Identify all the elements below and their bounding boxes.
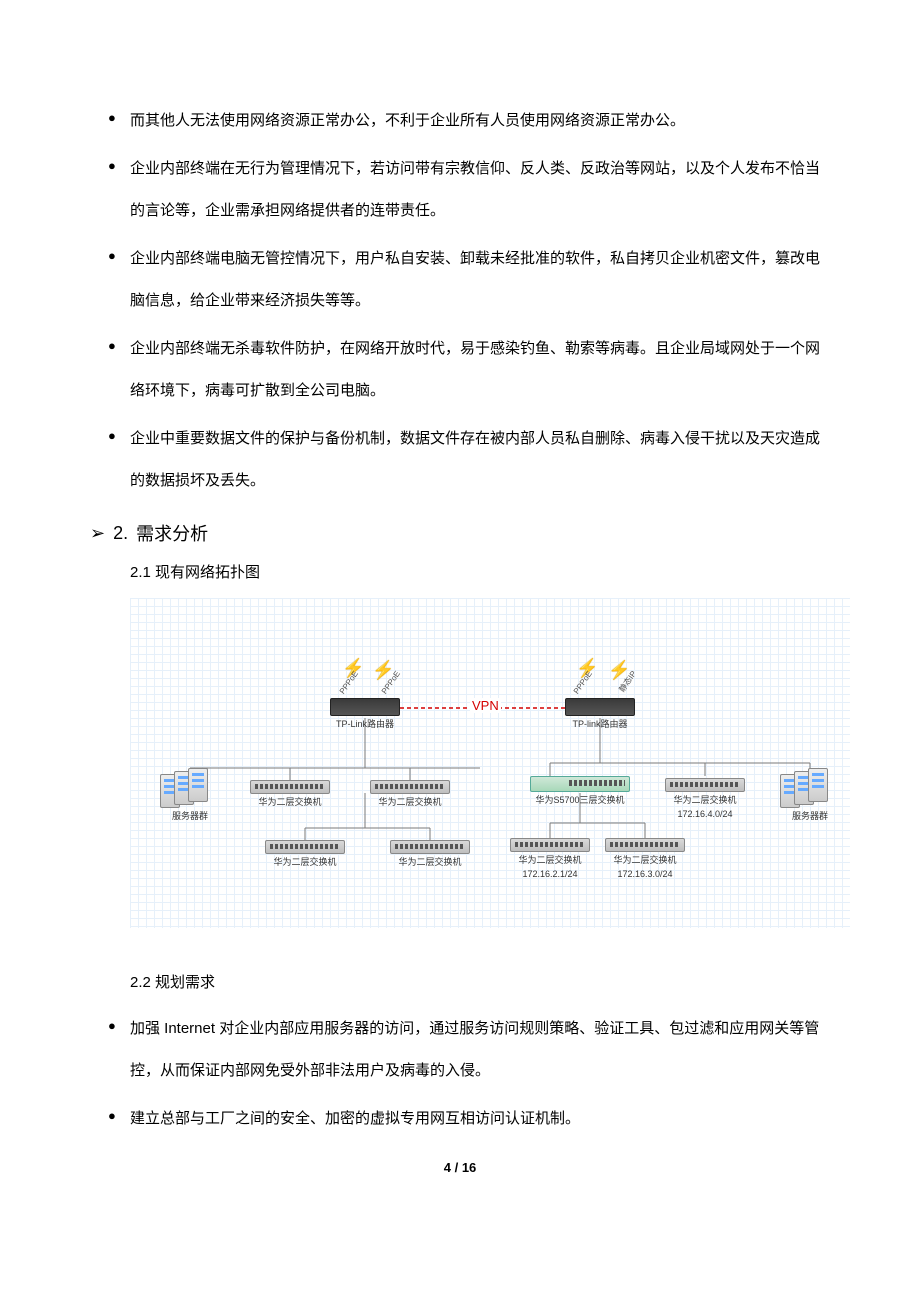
page-total: 16 [462, 1160, 476, 1175]
server-cluster-right: 服务器群 [780, 768, 840, 822]
switch-l2: 华为二层交换机 [390, 840, 470, 868]
switch-l3: 华为S5700三层交换机 [530, 776, 630, 806]
network-topology-diagram: ⚡ ⚡ ⚡ ⚡ PPPoE PPPoE PPPoE 静态IP VPN TP-Li… [130, 598, 850, 928]
server-cluster-left: 服务器群 [160, 768, 220, 822]
bullet-text: 而其他人无法使用网络资源正常办公，不利于企业所有人员使用网络资源正常办公。 [130, 100, 830, 142]
section-heading: ➢ 2. 需求分析 [90, 520, 830, 546]
switch-l2: 华为二层交换机 [250, 780, 330, 808]
section-title: 需求分析 [136, 520, 208, 546]
bullet-item: 企业内部终端在无行为管理情况下，若访问带有宗教信仰、反人类、反政治等网站，以及个… [130, 148, 830, 232]
vpn-label: VPN [470, 698, 501, 713]
bullet-item: 企业内部终端电脑无管控情况下，用户私自安装、卸载未经批准的软件，私自拷贝企业机密… [130, 238, 830, 322]
device-label: TP-Link路由器 [330, 719, 400, 730]
device-label: 华为二层交换机 [510, 855, 590, 866]
page-number: 4 [444, 1160, 451, 1175]
subsection-heading: 2.2 规划需求 [130, 968, 830, 998]
device-label: 华为二层交换机 [390, 857, 470, 868]
page-sep: / [455, 1160, 459, 1175]
subsection-heading: 2.1 现有网络拓扑图 [130, 558, 830, 588]
device-label: 华为S5700三层交换机 [530, 795, 630, 806]
diagram-wires [130, 598, 850, 928]
bullet-text: 加强 Internet 对企业内部应用服务器的访问，通过服务访问规则策略、验证工… [130, 1008, 830, 1092]
device-label: TP-link路由器 [565, 719, 635, 730]
device-label: 华为二层交换机 [605, 855, 685, 866]
device-sublabel: 172.16.4.0/24 [665, 809, 745, 820]
bullet-item: 企业内部终端无杀毒软件防护，在网络开放时代，易于感染钓鱼、勒索等病毒。且企业局域… [130, 328, 830, 412]
bullet-text: 企业内部终端电脑无管控情况下，用户私自安装、卸载未经批准的软件，私自拷贝企业机密… [130, 238, 830, 322]
router-right: TP-link路由器 [565, 698, 635, 730]
bullet-item: 建立总部与工厂之间的安全、加密的虚拟专用网互相访问认证机制。 [130, 1098, 830, 1140]
device-sublabel: 172.16.2.1/24 [510, 869, 590, 880]
device-label: 华为二层交换机 [370, 797, 450, 808]
device-label: 华为二层交换机 [265, 857, 345, 868]
bullet-list-bottom: 加强 Internet 对企业内部应用服务器的访问，通过服务访问规则策略、验证工… [90, 1008, 830, 1140]
device-label: 服务器群 [160, 811, 220, 822]
bullet-text: 企业中重要数据文件的保护与备份机制，数据文件存在被内部人员私自删除、病毒入侵干扰… [130, 418, 830, 502]
bullet-text: 企业内部终端无杀毒软件防护，在网络开放时代，易于感染钓鱼、勒索等病毒。且企业局域… [130, 328, 830, 412]
switch-l2: 华为二层交换机 172.16.2.1/24 [510, 838, 590, 880]
page-footer: 4 / 16 [90, 1160, 830, 1175]
device-label: 华为二层交换机 [250, 797, 330, 808]
router-left: TP-Link路由器 [330, 698, 400, 730]
bullet-item: 企业中重要数据文件的保护与备份机制，数据文件存在被内部人员私自删除、病毒入侵干扰… [130, 418, 830, 502]
bullet-item: 加强 Internet 对企业内部应用服务器的访问，通过服务访问规则策略、验证工… [130, 1008, 830, 1092]
bullet-text: 建立总部与工厂之间的安全、加密的虚拟专用网互相访问认证机制。 [130, 1098, 830, 1140]
switch-l2: 华为二层交换机 172.16.4.0/24 [665, 778, 745, 820]
bullet-list-top: 而其他人无法使用网络资源正常办公，不利于企业所有人员使用网络资源正常办公。 企业… [90, 100, 830, 502]
switch-l2: 华为二层交换机 [265, 840, 345, 868]
device-sublabel: 172.16.3.0/24 [605, 869, 685, 880]
section-number: 2. [113, 523, 128, 544]
device-label: 服务器群 [780, 811, 840, 822]
arrow-icon: ➢ [90, 523, 105, 544]
bullet-text: 企业内部终端在无行为管理情况下，若访问带有宗教信仰、反人类、反政治等网站，以及个… [130, 148, 830, 232]
device-label: 华为二层交换机 [665, 795, 745, 806]
switch-l2: 华为二层交换机 [370, 780, 450, 808]
switch-l2: 华为二层交换机 172.16.3.0/24 [605, 838, 685, 880]
bullet-item: 而其他人无法使用网络资源正常办公，不利于企业所有人员使用网络资源正常办公。 [130, 100, 830, 142]
